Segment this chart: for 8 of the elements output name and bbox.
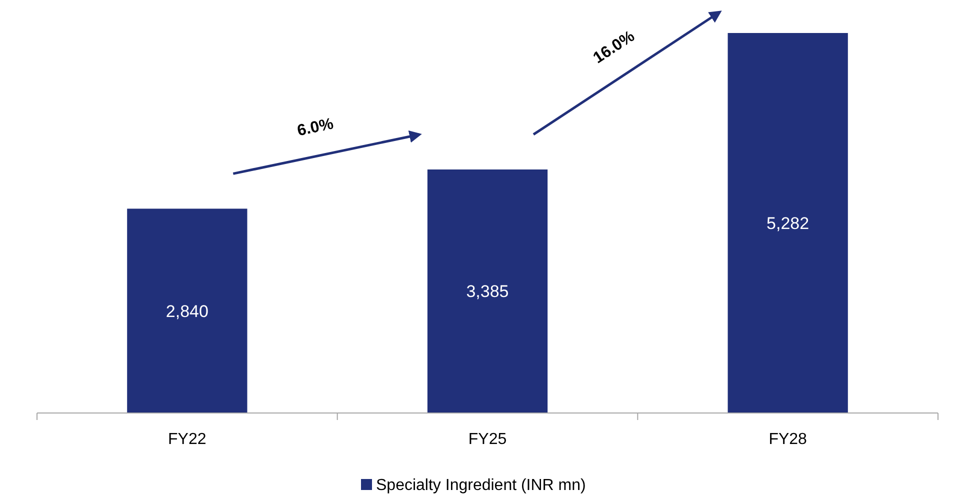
x-tick-label: FY25 xyxy=(468,431,507,448)
data-label: 5,282 xyxy=(766,214,810,233)
legend-label: Specialty Ingredient (INR mn) xyxy=(376,477,586,494)
x-tick-label: FY22 xyxy=(168,431,206,448)
x-tick-label: FY28 xyxy=(768,431,808,448)
data-label: 2,840 xyxy=(166,302,208,321)
annotation: 6.0% xyxy=(296,116,335,140)
data-label: 3,385 xyxy=(466,282,509,302)
